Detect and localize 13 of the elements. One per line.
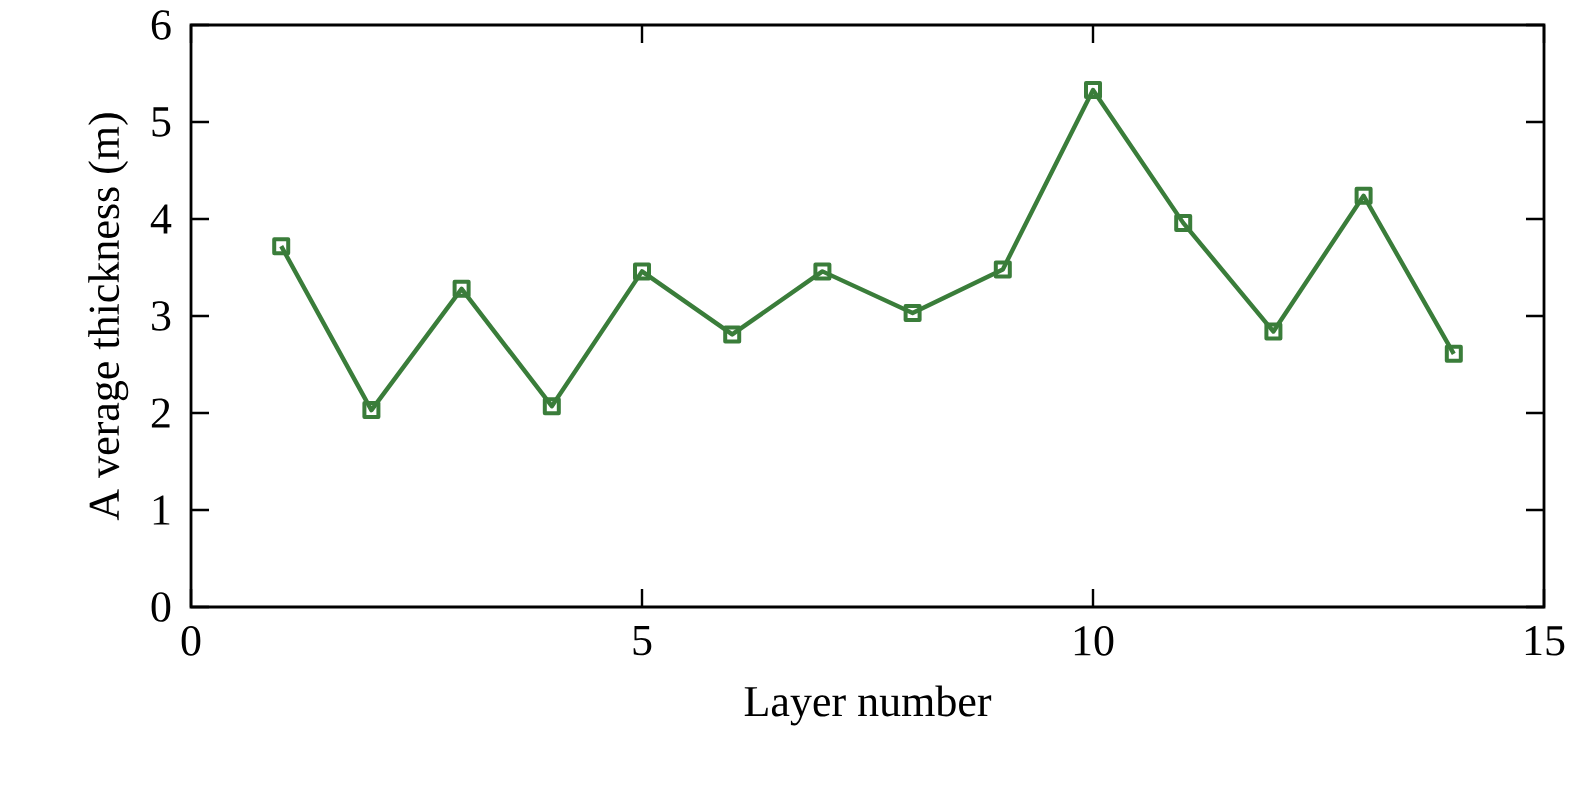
y-tick-label: 0 — [151, 592, 171, 622]
y-tick-label: 2 — [151, 398, 170, 428]
x-tick-label: 10 — [1074, 626, 1114, 656]
x-tick-label: 0 — [181, 626, 201, 656]
x-axis-title: Layer number — [744, 685, 992, 726]
x-tick-label: 5 — [633, 626, 652, 656]
y-tick-label: 5 — [152, 107, 171, 137]
y-tick-label: 4 — [150, 204, 172, 234]
y-axis-title: A verage thickness (m) — [88, 113, 129, 521]
y-tick-label: 6 — [151, 10, 171, 40]
x-tick-label: 15 — [1525, 626, 1565, 656]
y-tick-label: 1 — [153, 495, 170, 525]
y-tick-label: 3 — [152, 301, 171, 331]
